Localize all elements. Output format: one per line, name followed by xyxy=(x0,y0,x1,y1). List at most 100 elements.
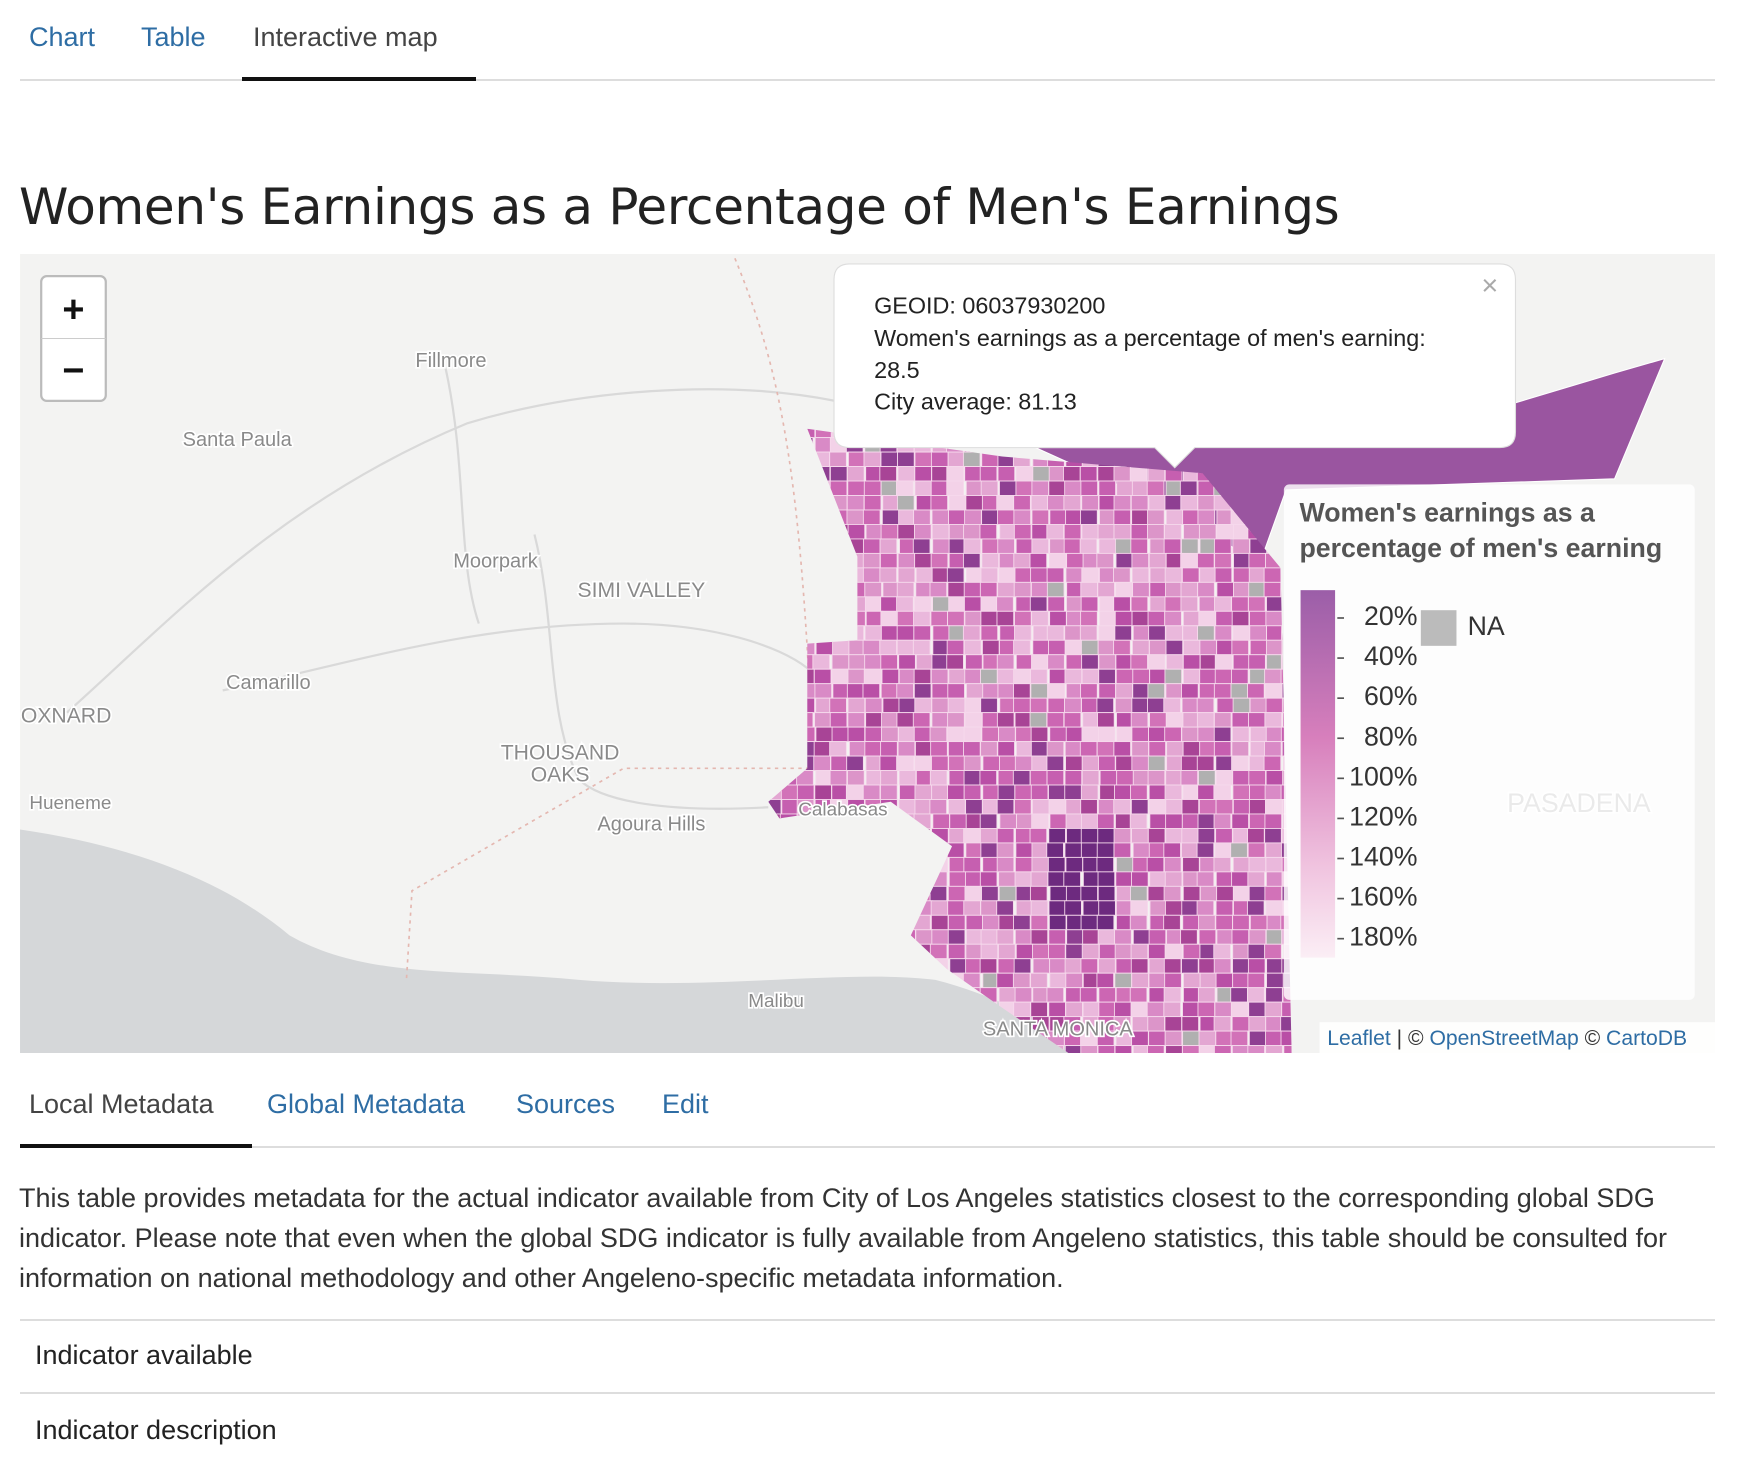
popup-line: GEOID: 06037930200 xyxy=(874,292,1105,318)
tract xyxy=(996,610,1015,627)
tract xyxy=(981,509,999,525)
tract xyxy=(1098,755,1116,771)
tract xyxy=(1248,567,1267,583)
tract xyxy=(948,770,967,786)
tract xyxy=(1164,495,1183,511)
metadata-tab[interactable]: Edit xyxy=(662,1089,709,1119)
tract xyxy=(1149,813,1167,829)
tract xyxy=(1215,871,1234,887)
tract xyxy=(1265,900,1283,916)
tract xyxy=(1232,943,1250,960)
tract xyxy=(1064,639,1083,656)
tract xyxy=(1148,799,1167,815)
attribution-link[interactable]: Leaflet xyxy=(1327,1026,1391,1049)
tab-underline xyxy=(20,1144,252,1148)
tract xyxy=(1232,856,1251,873)
tract xyxy=(897,567,916,583)
tract xyxy=(948,827,967,844)
tract xyxy=(1213,538,1232,554)
tract xyxy=(931,654,950,670)
tract xyxy=(1046,712,1065,728)
tract xyxy=(863,480,882,496)
tract xyxy=(1264,784,1283,800)
row-heading[interactable]: Indicator available xyxy=(35,1340,253,1370)
tract xyxy=(1248,856,1267,873)
tract xyxy=(1130,900,1148,916)
zoom-control: + − xyxy=(40,275,107,402)
tract xyxy=(1081,495,1099,511)
tab-active[interactable]: Interactive map xyxy=(253,22,438,52)
tract xyxy=(1132,683,1150,699)
tract xyxy=(1114,610,1133,627)
tract xyxy=(1063,712,1082,728)
tract xyxy=(1130,943,1149,960)
tract xyxy=(1013,1001,1031,1018)
tract xyxy=(1046,842,1064,858)
tract xyxy=(847,770,865,786)
row-heading[interactable]: Indicator description xyxy=(35,1415,277,1445)
tract xyxy=(1080,885,1099,902)
attribution-link[interactable]: OpenStreetMap xyxy=(1429,1026,1578,1049)
tract xyxy=(1048,799,1067,815)
tract xyxy=(1016,741,1034,757)
tract xyxy=(964,885,983,902)
map[interactable]: Fillmore Santa Paula Moorpark SIMI VALLEY Ca… xyxy=(20,254,1715,1053)
tab[interactable]: Table xyxy=(141,22,206,52)
tract xyxy=(1098,683,1116,699)
tab[interactable]: Chart xyxy=(29,22,96,52)
tract xyxy=(1113,639,1131,656)
tract xyxy=(864,654,882,670)
tract xyxy=(979,813,998,829)
tract xyxy=(1082,712,1100,728)
tract xyxy=(879,552,898,569)
tract xyxy=(862,639,881,656)
tract xyxy=(1164,567,1183,583)
tract xyxy=(1113,495,1132,511)
tract xyxy=(979,524,998,540)
tract xyxy=(948,871,967,887)
tract xyxy=(963,726,982,743)
tract xyxy=(1164,943,1183,960)
tract xyxy=(914,466,932,482)
tract xyxy=(1248,1016,1267,1032)
metadata-tab[interactable]: Sources xyxy=(516,1089,616,1119)
tract xyxy=(1098,943,1117,960)
tract xyxy=(931,784,949,800)
zoom-in[interactable]: + xyxy=(62,289,84,331)
tract xyxy=(996,654,1015,670)
tract xyxy=(1247,683,1265,699)
tract xyxy=(1198,1030,1217,1047)
tract xyxy=(1013,552,1031,569)
tract xyxy=(1248,1030,1267,1047)
tract xyxy=(865,610,884,627)
metadata-tab[interactable]: Global Metadata xyxy=(267,1089,466,1119)
tract xyxy=(1013,639,1031,656)
tract xyxy=(930,480,949,496)
metadata-tab-active[interactable]: Local Metadata xyxy=(29,1089,214,1119)
tract xyxy=(1048,900,1067,916)
tract xyxy=(1015,466,1034,482)
tract xyxy=(1115,755,1133,771)
tract xyxy=(1114,784,1132,800)
tract xyxy=(880,596,898,612)
tract xyxy=(845,784,864,800)
tract xyxy=(862,784,881,800)
tract xyxy=(964,712,983,728)
tract xyxy=(1081,755,1100,771)
tract xyxy=(897,451,915,468)
popup-close[interactable]: × xyxy=(1481,270,1498,302)
tract xyxy=(963,596,982,612)
tract xyxy=(880,654,898,670)
tract xyxy=(965,654,983,670)
tract xyxy=(1181,726,1199,743)
tract xyxy=(880,770,898,786)
tract xyxy=(1148,987,1167,1003)
tract xyxy=(865,712,883,728)
legend: Women's earnings as a percentage of men'… xyxy=(1283,484,1695,1000)
tract xyxy=(1114,538,1133,554)
tract xyxy=(1013,509,1032,525)
attribution-link[interactable]: CartoDB xyxy=(1606,1026,1687,1049)
tract xyxy=(1149,639,1167,656)
tract xyxy=(1247,972,1266,989)
zoom-out[interactable]: − xyxy=(62,350,84,392)
